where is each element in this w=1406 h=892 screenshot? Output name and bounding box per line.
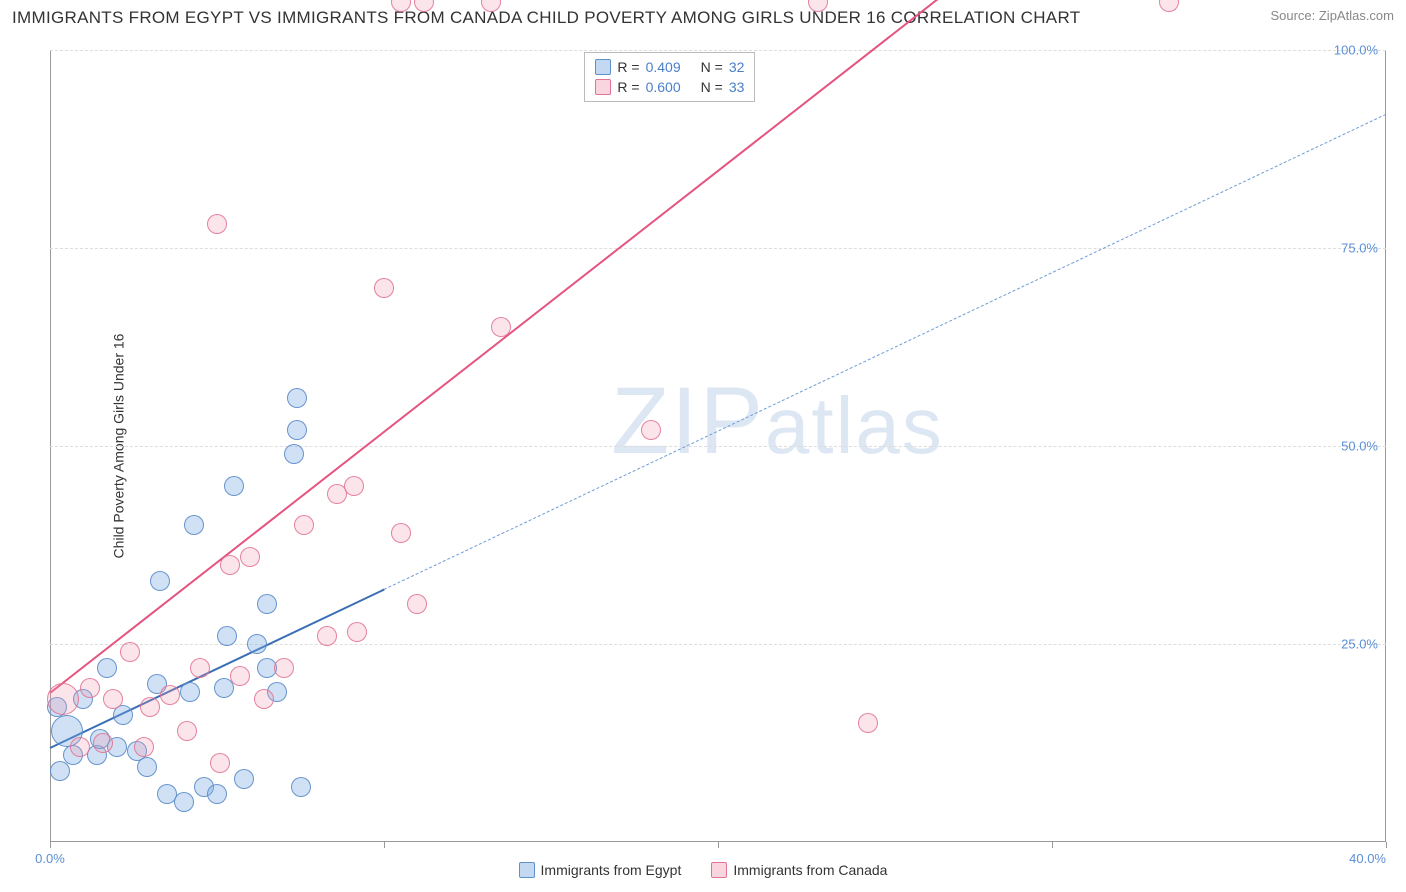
swatch-egypt-icon <box>595 59 611 75</box>
data-point <box>47 683 79 715</box>
data-point <box>274 658 294 678</box>
correlation-stats-box: R = 0.409 N = 32 R = 0.600 N = 33 <box>584 52 755 102</box>
data-point <box>491 317 511 337</box>
data-point <box>234 769 254 789</box>
x-tick-mark <box>50 842 51 848</box>
trend-line <box>384 113 1386 589</box>
data-point <box>174 792 194 812</box>
data-point <box>220 555 240 575</box>
gridline-h <box>50 446 1386 447</box>
y-tick-label: 50.0% <box>1341 439 1378 454</box>
y-tick-label: 100.0% <box>1334 43 1378 58</box>
data-point <box>257 594 277 614</box>
data-point <box>287 420 307 440</box>
data-point <box>184 515 204 535</box>
swatch-canada-icon <box>595 79 611 95</box>
watermark: ZIPatlas <box>611 367 944 476</box>
trend-line <box>49 0 952 693</box>
data-point <box>344 476 364 496</box>
gridline-h <box>50 248 1386 249</box>
data-point <box>254 689 274 709</box>
data-point <box>858 713 878 733</box>
data-point <box>140 697 160 717</box>
x-tick-mark <box>1052 842 1053 848</box>
data-point <box>120 642 140 662</box>
swatch-canada-icon <box>711 862 727 878</box>
data-point <box>374 278 394 298</box>
x-tick-mark <box>1386 842 1387 848</box>
data-point <box>294 515 314 535</box>
data-point <box>240 547 260 567</box>
legend-item-canada: Immigrants from Canada <box>711 862 887 878</box>
data-point <box>641 420 661 440</box>
data-point <box>160 685 180 705</box>
data-point <box>93 733 113 753</box>
data-point <box>291 777 311 797</box>
data-point <box>103 689 123 709</box>
data-point <box>217 626 237 646</box>
data-point <box>224 476 244 496</box>
data-point <box>97 658 117 678</box>
data-point <box>317 626 337 646</box>
data-point <box>134 737 154 757</box>
data-point <box>407 594 427 614</box>
swatch-egypt-icon <box>519 862 535 878</box>
legend-item-egypt: Immigrants from Egypt <box>519 862 682 878</box>
chart-plot-area: ZIPatlas R = 0.409 N = 32 R = 0.600 N = … <box>50 50 1386 842</box>
data-point <box>177 721 197 741</box>
x-tick-mark <box>384 842 385 848</box>
data-point <box>347 622 367 642</box>
data-point <box>247 634 267 654</box>
source-attribution: Source: ZipAtlas.com <box>1270 8 1394 23</box>
data-point <box>70 737 90 757</box>
data-point <box>210 753 230 773</box>
gridline-h <box>50 50 1386 51</box>
data-point <box>80 678 100 698</box>
x-tick-mark <box>718 842 719 848</box>
data-point <box>50 761 70 781</box>
data-point <box>180 682 200 702</box>
stats-row-egypt: R = 0.409 N = 32 <box>595 57 744 77</box>
y-tick-label: 75.0% <box>1341 241 1378 256</box>
data-point <box>207 214 227 234</box>
y-tick-label: 25.0% <box>1341 637 1378 652</box>
data-point <box>284 444 304 464</box>
data-point <box>190 658 210 678</box>
data-point <box>137 757 157 777</box>
legend: Immigrants from Egypt Immigrants from Ca… <box>0 862 1406 878</box>
data-point <box>207 784 227 804</box>
data-point <box>230 666 250 686</box>
data-point <box>391 523 411 543</box>
data-point <box>287 388 307 408</box>
stats-row-canada: R = 0.600 N = 33 <box>595 77 744 97</box>
data-point <box>150 571 170 591</box>
